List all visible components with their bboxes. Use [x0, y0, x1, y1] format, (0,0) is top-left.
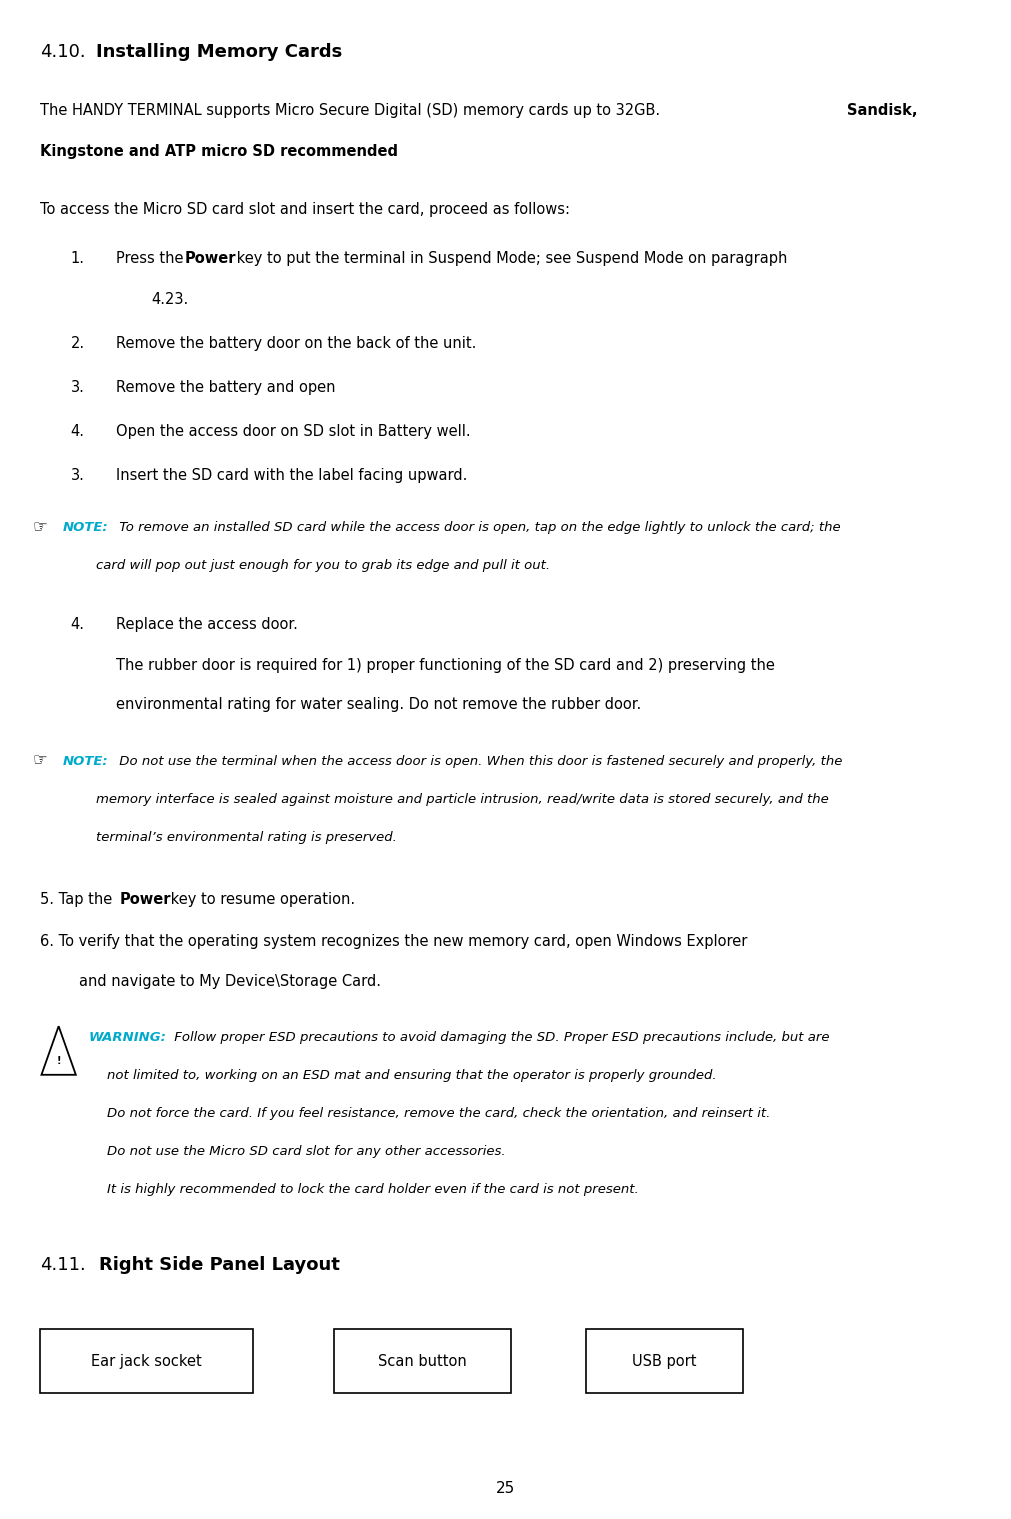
Text: NOTE:: NOTE: [63, 521, 108, 535]
Text: terminal’s environmental rating is preserved.: terminal’s environmental rating is prese… [96, 831, 397, 845]
Text: !: ! [57, 1056, 61, 1066]
Text: To remove an installed SD card while the access door is open, tap on the edge li: To remove an installed SD card while the… [115, 521, 841, 535]
Text: Installing Memory Cards: Installing Memory Cards [96, 43, 343, 61]
Text: Insert the SD card with the label facing upward.: Insert the SD card with the label facing… [116, 468, 468, 483]
Text: 1.: 1. [71, 251, 85, 266]
Text: ☞: ☞ [32, 518, 48, 536]
Text: NOTE:: NOTE: [63, 755, 108, 769]
Text: USB port: USB port [633, 1353, 697, 1369]
Text: Scan button: Scan button [378, 1353, 466, 1369]
Text: WARNING:: WARNING: [89, 1031, 167, 1045]
Text: 6. To verify that the operating system recognizes the new memory card, open Wind: 6. To verify that the operating system r… [40, 934, 748, 949]
Text: Power: Power [185, 251, 237, 266]
Text: Ear jack socket: Ear jack socket [91, 1353, 202, 1369]
Text: Do not use the Micro SD card slot for any other accessories.: Do not use the Micro SD card slot for an… [107, 1145, 506, 1159]
Text: Remove the battery and open: Remove the battery and open [116, 380, 336, 395]
Text: Follow proper ESD precautions to avoid damaging the SD. Proper ESD precautions i: Follow proper ESD precautions to avoid d… [170, 1031, 829, 1045]
Text: memory interface is sealed against moisture and particle intrusion, read/write d: memory interface is sealed against moist… [96, 793, 829, 807]
Text: key to resume operation.: key to resume operation. [166, 892, 355, 907]
Text: Power: Power [119, 892, 171, 907]
Text: Open the access door on SD slot in Battery well.: Open the access door on SD slot in Batte… [116, 424, 471, 439]
Text: and navigate to My Device\Storage Card.: and navigate to My Device\Storage Card. [79, 974, 381, 989]
Text: 2.: 2. [71, 336, 85, 351]
Text: Press the: Press the [116, 251, 188, 266]
Text: To access the Micro SD card slot and insert the card, proceed as follows:: To access the Micro SD card slot and ins… [40, 202, 570, 217]
Text: Do not force the card. If you feel resistance, remove the card, check the orient: Do not force the card. If you feel resis… [107, 1107, 770, 1121]
Text: environmental rating for water sealing. Do not remove the rubber door.: environmental rating for water sealing. … [116, 697, 642, 712]
Text: not limited to, working on an ESD mat and ensuring that the operator is properly: not limited to, working on an ESD mat an… [107, 1069, 717, 1083]
Text: Sandisk,: Sandisk, [847, 103, 918, 118]
Text: The rubber door is required for 1) proper functioning of the SD card and 2) pres: The rubber door is required for 1) prope… [116, 658, 775, 673]
Text: 4.: 4. [71, 424, 85, 439]
Text: Do not use the terminal when the access door is open. When this door is fastened: Do not use the terminal when the access … [115, 755, 842, 769]
Text: 5. Tap the: 5. Tap the [40, 892, 117, 907]
Text: Right Side Panel Layout: Right Side Panel Layout [99, 1256, 340, 1274]
Text: 25: 25 [495, 1481, 516, 1496]
Bar [334, 1329, 511, 1393]
Text: Replace the access door.: Replace the access door. [116, 617, 298, 632]
Text: 4.23.: 4.23. [152, 292, 189, 307]
Bar [40, 1329, 253, 1393]
Bar [586, 1329, 743, 1393]
Text: It is highly recommended to lock the card holder even if the card is not present: It is highly recommended to lock the car… [107, 1183, 639, 1197]
Text: Remove the battery door on the back of the unit.: Remove the battery door on the back of t… [116, 336, 476, 351]
Text: key to put the terminal in Suspend Mode; see Suspend Mode on paragraph: key to put the terminal in Suspend Mode;… [232, 251, 787, 266]
Text: 3.: 3. [71, 468, 85, 483]
Text: 4.: 4. [71, 617, 85, 632]
Text: 4.11.: 4.11. [40, 1256, 86, 1274]
Text: The HANDY TERMINAL supports Micro Secure Digital (SD) memory cards up to 32GB.: The HANDY TERMINAL supports Micro Secure… [40, 103, 665, 118]
Text: 4.10.: 4.10. [40, 43, 86, 61]
Text: Kingstone and ATP micro SD recommended: Kingstone and ATP micro SD recommended [40, 144, 398, 159]
Text: ☞: ☞ [32, 752, 48, 770]
Text: card will pop out just enough for you to grab its edge and pull it out.: card will pop out just enough for you to… [96, 559, 550, 573]
Text: 3.: 3. [71, 380, 85, 395]
